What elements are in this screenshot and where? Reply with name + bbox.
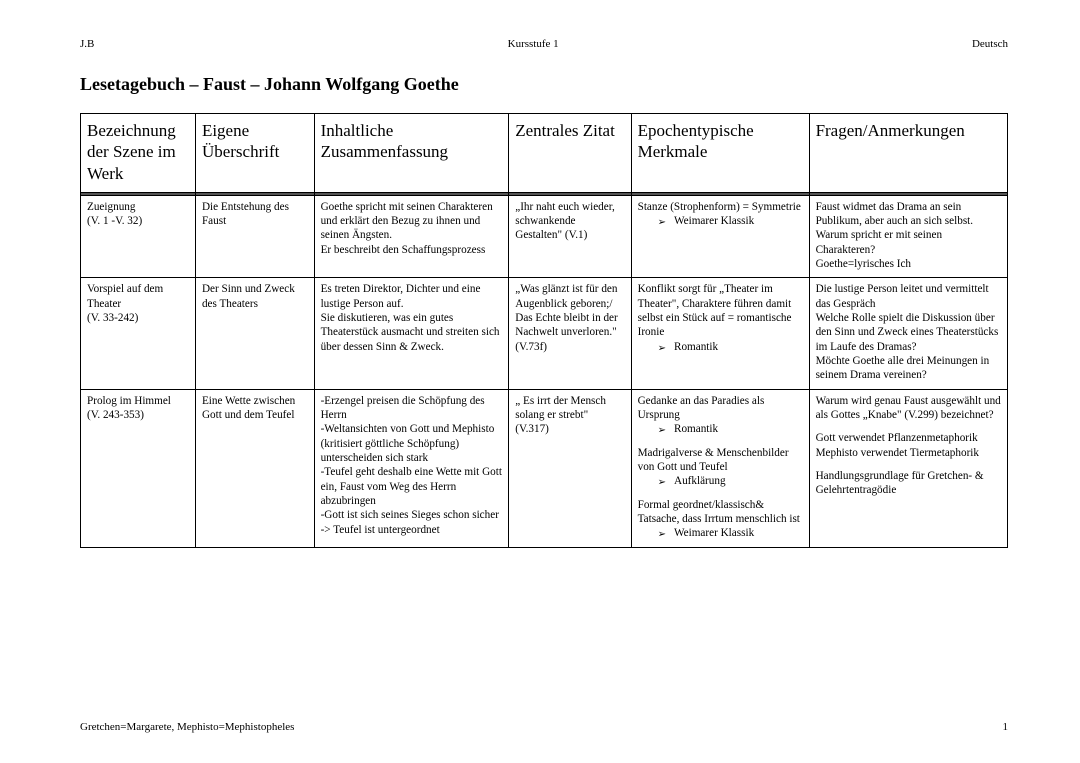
triangle-bullet-icon: ➢	[658, 426, 666, 436]
epoch-text: Gedanke an das Paradies als Ursprung	[638, 394, 803, 423]
summary-text: Er beschreibt den Schaffungsprozess	[321, 243, 503, 257]
col-quote: Zentrales Zitat	[509, 114, 631, 193]
cell-summary: Es treten Direktor, Dichter und eine lus…	[314, 278, 509, 389]
note-text: Welche Rolle spielt die Diskussion über …	[816, 311, 1001, 354]
epoch-bullet: ➢ Weimarer Klassik	[658, 214, 803, 228]
col-summary: Inhaltliche Zusammenfassung	[314, 114, 509, 193]
epoch-text: Stanze (Strophenform) = Symmetrie	[638, 200, 803, 214]
header-center: Kursstufe 1	[508, 38, 559, 50]
page-header: J.B Kursstufe 1 Deutsch	[80, 38, 1008, 50]
scene-verses: (V. 1 -V. 32)	[87, 214, 189, 228]
cell-scene: Prolog im Himmel (V. 243-353)	[81, 389, 196, 547]
col-heading: Eigene Überschrift	[195, 114, 314, 193]
page-number: 1	[1003, 721, 1009, 733]
summary-text: Goethe spricht mit seinen Charakteren un…	[321, 200, 503, 243]
scene-name: Vorspiel auf dem Theater	[87, 282, 189, 311]
epoch-label: Aufklärung	[674, 474, 726, 488]
cell-scene: Vorspiel auf dem Theater (V. 33-242)	[81, 278, 196, 389]
summary-line: -Teufel geht deshalb eine Wette mit Gott…	[321, 465, 503, 508]
triangle-bullet-icon: ➢	[658, 530, 666, 540]
cell-heading: Der Sinn und Zweck des Theaters	[195, 278, 314, 389]
note-text: Warum wird genau Faust ausgewählt und al…	[816, 394, 1001, 423]
cell-heading: Eine Wette zwischen Gott und dem Teufel	[195, 389, 314, 547]
note-text: Die lustige Person leitet und vermittelt…	[816, 282, 1001, 311]
header-right: Deutsch	[972, 38, 1008, 50]
epoch-bullet: ➢ Weimarer Klassik	[658, 526, 803, 540]
epoch-label: Romantik	[674, 340, 718, 354]
cell-summary: Goethe spricht mit seinen Charakteren un…	[314, 195, 509, 278]
epoch-bullet: ➢ Aufklärung	[658, 474, 803, 488]
epoch-bullet: ➢ Romantik	[658, 422, 803, 436]
page-footer: Gretchen=Margarete, Mephisto=Mephistophe…	[80, 721, 1008, 733]
col-notes: Fragen/Anmerkungen	[809, 114, 1007, 193]
triangle-bullet-icon: ➢	[658, 478, 666, 488]
summary-line: -> Teufel ist untergeordnet	[321, 523, 503, 537]
cell-quote: „ Es irrt der Mensch solang er strebt" (…	[509, 389, 631, 547]
table-row: Zueignung (V. 1 -V. 32) Die Entstehung d…	[81, 195, 1008, 278]
table-row: Prolog im Himmel (V. 243-353) Eine Wette…	[81, 389, 1008, 547]
cell-epoch: Stanze (Strophenform) = Symmetrie ➢ Weim…	[631, 195, 809, 278]
epoch-label: Romantik	[674, 422, 718, 436]
col-scene: Bezeichnung der Szene im Werk	[81, 114, 196, 193]
epoch-text: Madrigalverse & Menschenbilder von Gott …	[638, 446, 803, 475]
note-text: Mephisto verwendet Tiermetaphorik	[816, 446, 1001, 460]
cell-notes: Faust widmet das Drama an sein Publikum,…	[809, 195, 1007, 278]
summary-line: -Gott ist sich seines Sieges schon siche…	[321, 508, 503, 522]
summary-line: -Erzengel preisen die Schöpfung des Herr…	[321, 394, 503, 423]
summary-line: -Weltansichten von Gott und Mephisto (kr…	[321, 422, 503, 465]
epoch-text: Konflikt sorgt für „Theater im Theater",…	[638, 282, 803, 339]
epoch-text: Formal geordnet/klassisch& Tatsache, das…	[638, 498, 803, 527]
note-text: Goethe=lyrisches Ich	[816, 257, 1001, 271]
cell-epoch: Gedanke an das Paradies als Ursprung ➢ R…	[631, 389, 809, 547]
reading-journal-table: Bezeichnung der Szene im Werk Eigene Übe…	[80, 113, 1008, 548]
scene-verses: (V. 33-242)	[87, 311, 189, 325]
note-text: Warum spricht er mit seinen Charakteren?	[816, 228, 1001, 257]
col-epoch: Epochentypische Merkmale	[631, 114, 809, 193]
table-header-row: Bezeichnung der Szene im Werk Eigene Übe…	[81, 114, 1008, 193]
epoch-label: Weimarer Klassik	[674, 526, 754, 540]
cell-quote: „Ihr naht euch wieder, schwankende Gesta…	[509, 195, 631, 278]
footer-note: Gretchen=Margarete, Mephisto=Mephistophe…	[80, 721, 294, 733]
cell-scene: Zueignung (V. 1 -V. 32)	[81, 195, 196, 278]
page-title: Lesetagebuch – Faust – Johann Wolfgang G…	[80, 74, 1008, 95]
cell-quote: „Was glänzt ist für den Augenblick gebor…	[509, 278, 631, 389]
note-text: Faust widmet das Drama an sein Publikum,…	[816, 200, 1001, 229]
scene-name: Prolog im Himmel	[87, 394, 189, 408]
triangle-bullet-icon: ➢	[658, 344, 666, 354]
cell-epoch: Konflikt sorgt für „Theater im Theater",…	[631, 278, 809, 389]
scene-name: Zueignung	[87, 200, 189, 214]
document-page: J.B Kursstufe 1 Deutsch Lesetagebuch – F…	[0, 0, 1080, 578]
header-left: J.B	[80, 38, 94, 50]
cell-summary: -Erzengel preisen die Schöpfung des Herr…	[314, 389, 509, 547]
epoch-bullet: ➢ Romantik	[658, 340, 803, 354]
note-text: Handlungsgrundlage für Gretchen- & Geleh…	[816, 469, 1001, 498]
scene-verses: (V. 243-353)	[87, 408, 189, 422]
triangle-bullet-icon: ➢	[658, 218, 666, 228]
note-text: Gott verwendet Pflanzenmetaphorik	[816, 431, 1001, 445]
cell-notes: Die lustige Person leitet und vermittelt…	[809, 278, 1007, 389]
note-text: Möchte Goethe alle drei Meinungen in sei…	[816, 354, 1001, 383]
cell-notes: Warum wird genau Faust ausgewählt und al…	[809, 389, 1007, 547]
table-row: Vorspiel auf dem Theater (V. 33-242) Der…	[81, 278, 1008, 389]
epoch-label: Weimarer Klassik	[674, 214, 754, 228]
cell-heading: Die Entstehung des Faust	[195, 195, 314, 278]
